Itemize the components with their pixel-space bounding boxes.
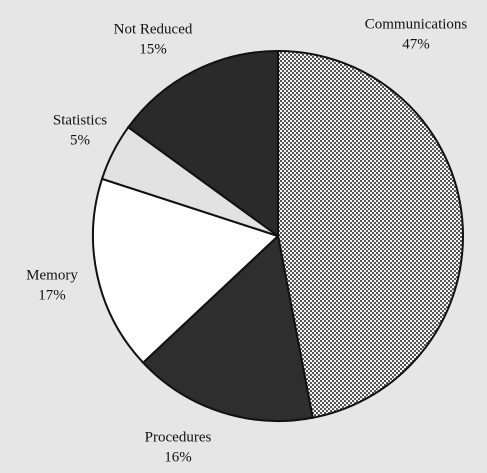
pie-slice <box>141 234 314 422</box>
slice-value: 17% <box>38 287 66 303</box>
slice-label: Communications <box>365 16 468 32</box>
slice-value: 5% <box>70 132 90 148</box>
slice-label: Procedures <box>145 429 212 445</box>
slice-value: 47% <box>402 36 430 52</box>
slice-label: Statistics <box>53 112 107 128</box>
slice-label: Not Reduced <box>114 21 193 37</box>
pie-slice <box>277 49 464 419</box>
slice-label: Memory <box>26 267 78 283</box>
pie-slice <box>126 49 279 238</box>
pie-slice <box>92 177 280 365</box>
slice-value: 16% <box>164 449 192 465</box>
slice-value: 15% <box>139 41 167 57</box>
